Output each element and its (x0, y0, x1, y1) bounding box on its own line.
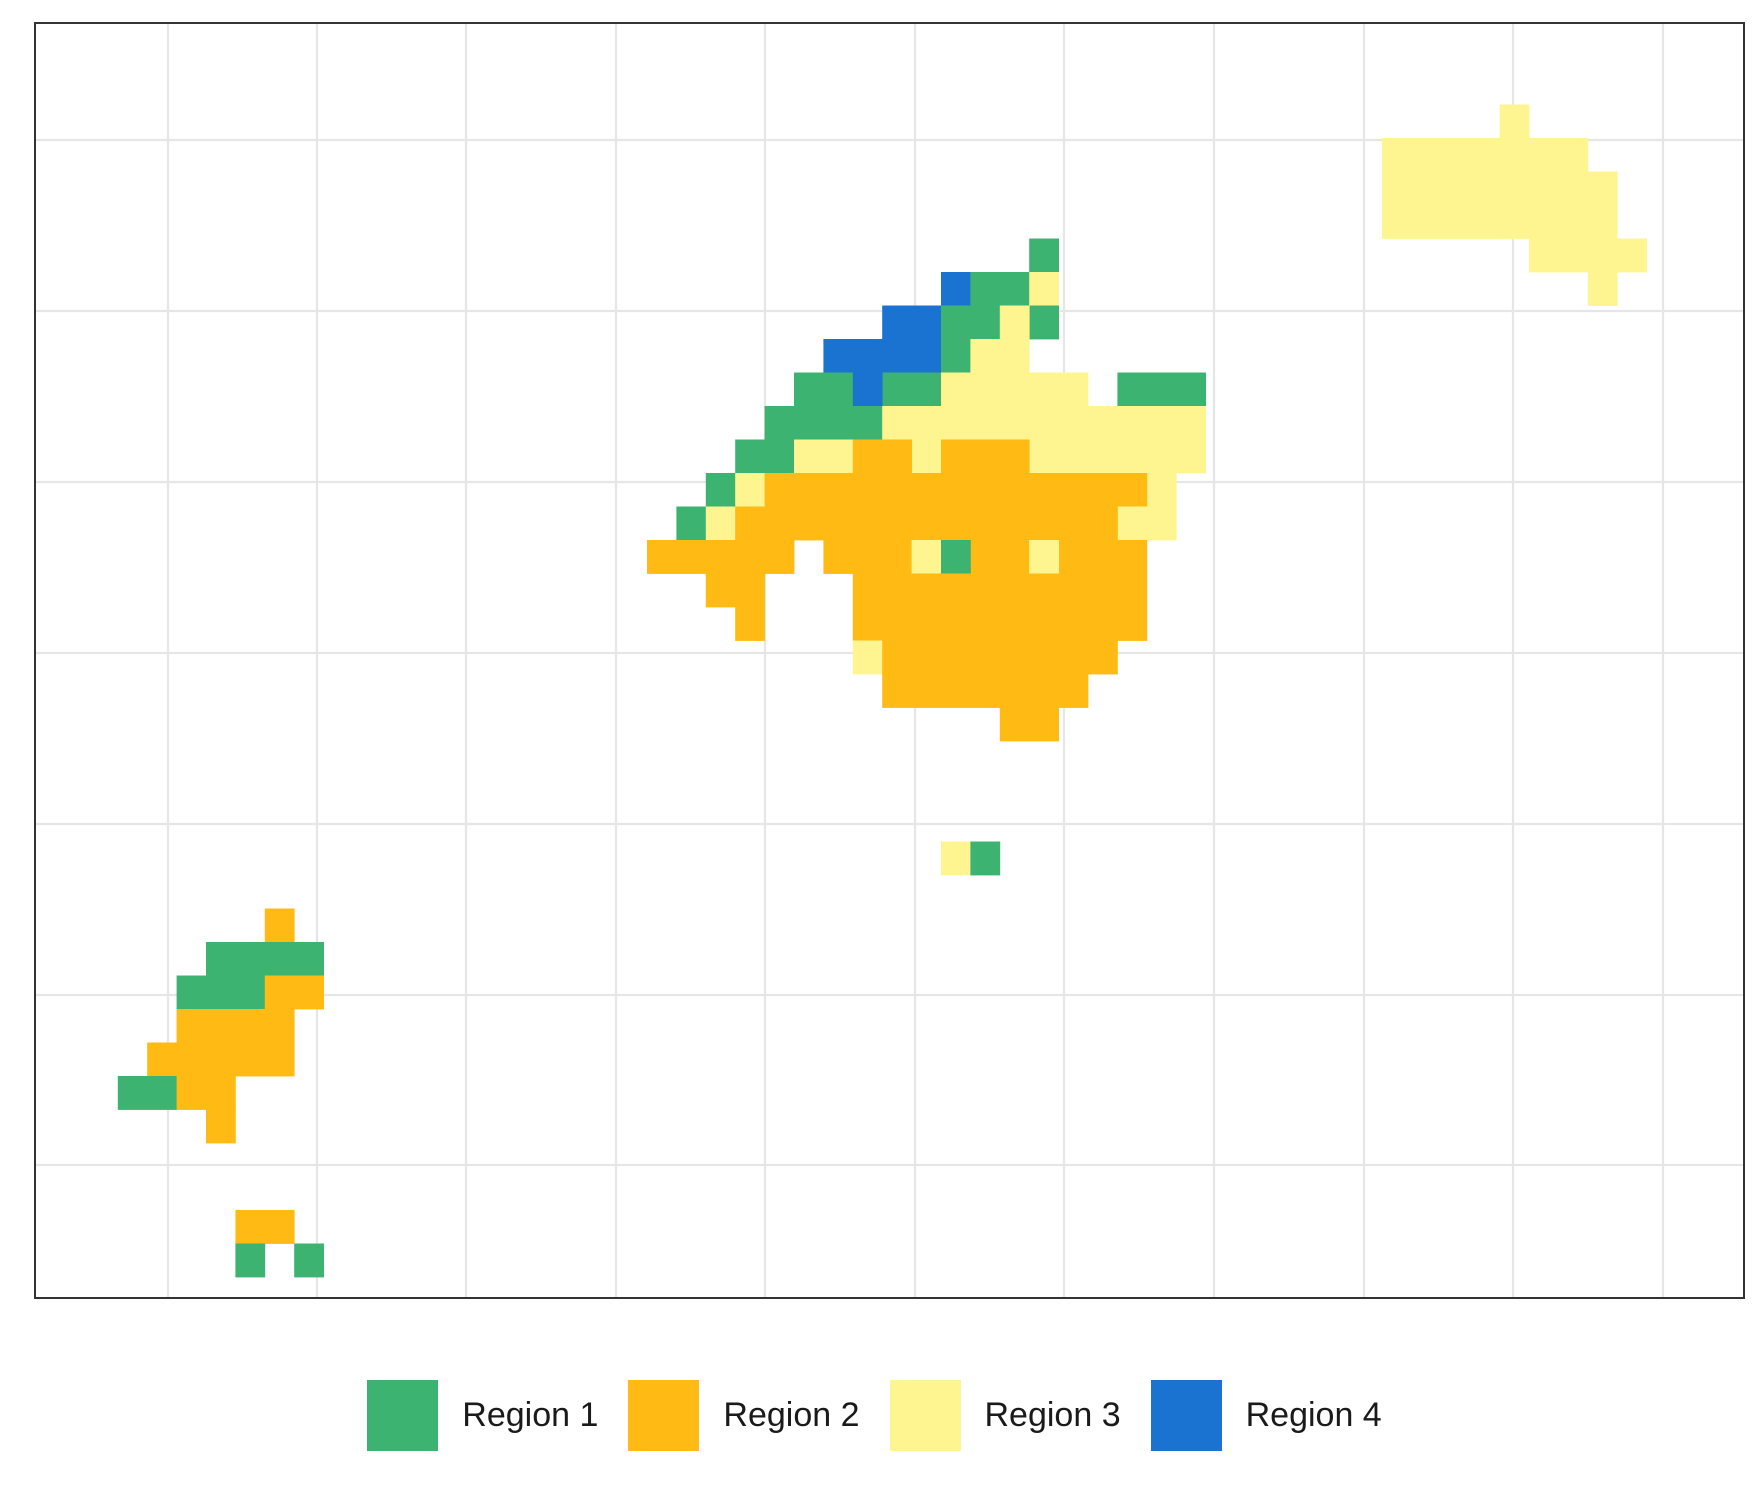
region-3-cell (705, 506, 736, 541)
region-1-cell (294, 1243, 324, 1278)
region-2-cell (647, 540, 795, 574)
plot-panel-border (34, 22, 1745, 1299)
region-2-cell (705, 573, 765, 608)
region-4-cell (882, 305, 942, 340)
region-2-cell (264, 975, 324, 1010)
region-2-cell (999, 707, 1059, 742)
region-3-cell (1117, 506, 1177, 541)
region-2-cell (235, 1210, 295, 1244)
region-4-cell (941, 272, 971, 306)
region-3-cell (1587, 272, 1618, 306)
region-1-cell (941, 540, 971, 574)
legend: Region 1 Region 2 Region 3 Region 4 (0, 1375, 1759, 1455)
region-2-cell (264, 908, 295, 943)
legend-label-region-1: Region 1 (462, 1395, 599, 1434)
region-3-cell (999, 305, 1030, 340)
region-1-cell (735, 439, 795, 474)
region-1-cell (1117, 372, 1206, 407)
region-3-cell (1382, 171, 1618, 206)
region-3-cell (882, 406, 1206, 440)
region-2-cell (852, 439, 912, 474)
legend-swatch-region-4 (1150, 1379, 1222, 1451)
region-1-cell (235, 1243, 266, 1278)
region-3-cell (1029, 439, 1206, 474)
region-1-cell (764, 406, 883, 440)
region-2-cell (882, 640, 1118, 675)
region-4-cell (852, 372, 883, 407)
region-3-cell (852, 640, 883, 675)
region-3-cell (911, 540, 942, 574)
region-2-cell (206, 1109, 236, 1144)
region-2-cell (176, 1009, 295, 1043)
region-3-cell (941, 372, 1089, 407)
legend-swatch-region-1 (367, 1379, 439, 1451)
region-1-cell (970, 272, 1030, 306)
region-2-cell (735, 506, 1118, 541)
region-3-cell (794, 439, 854, 474)
region-2-cell (882, 674, 1089, 708)
region-3-cell (1382, 205, 1618, 239)
region-2-cell (852, 573, 1148, 608)
region-2-cell (176, 1076, 236, 1110)
legend-label-region-2: Region 2 (723, 1395, 860, 1434)
legend-label-region-4: Region 4 (1245, 1395, 1382, 1434)
region-2-cell (735, 607, 765, 641)
region-3-cell (970, 339, 1030, 373)
legend-item-region-3: Region 3 (889, 1379, 1131, 1451)
region-1-cell (970, 841, 1001, 876)
region-1-cell (705, 473, 736, 507)
region-cells (117, 104, 1647, 1278)
region-3-cell (1029, 272, 1059, 306)
region-1-cell (176, 975, 266, 1010)
legend-item-region-1: Region 1 (367, 1379, 608, 1451)
region-3-cell (1529, 238, 1647, 273)
region-1-cell (941, 305, 1001, 340)
region-3-cell (1382, 138, 1589, 172)
region-1-cell (794, 372, 854, 407)
region-1-cell (1029, 305, 1059, 340)
region-2-cell (764, 473, 1148, 507)
region-3-cell (1029, 540, 1059, 574)
region-1-cell (117, 1076, 177, 1110)
region-2-cell (852, 607, 1148, 641)
legend-swatch-region-3 (889, 1379, 961, 1451)
region-3-cell (1146, 473, 1177, 507)
region-1-cell (676, 506, 707, 541)
legend-item-region-4: Region 4 (1150, 1379, 1392, 1451)
region-3-cell (1499, 104, 1530, 139)
region-1-cell (941, 339, 971, 373)
region-2-cell (941, 439, 1030, 474)
region-1-cell (1029, 238, 1059, 273)
region-1-cell (206, 942, 324, 976)
region-3-cell (941, 841, 971, 876)
region-3-cell (911, 439, 942, 474)
region-4-cell (823, 339, 942, 373)
region-2-cell (1058, 540, 1148, 574)
region-3-cell (735, 473, 765, 507)
legend-label-region-3: Region 3 (984, 1395, 1121, 1434)
region-map (34, 22, 1745, 1299)
region-2-cell (970, 540, 1030, 574)
legend-swatch-region-2 (628, 1379, 700, 1451)
region-2-cell (823, 540, 912, 574)
legend-item-region-2: Region 2 (628, 1379, 869, 1451)
region-2-cell (147, 1042, 295, 1077)
region-1-cell (882, 372, 942, 407)
